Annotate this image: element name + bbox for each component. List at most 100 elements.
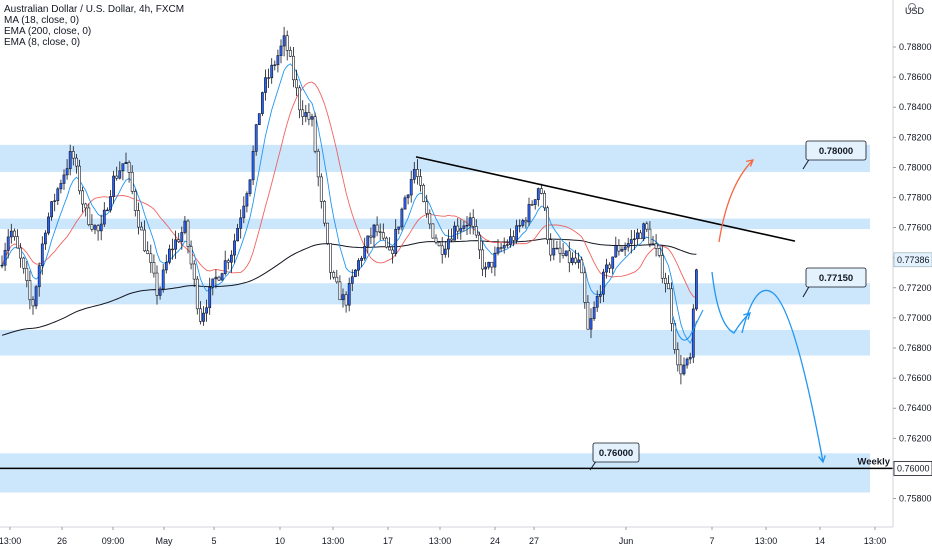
candle-9[interactable]: [25, 267, 29, 281]
candle-106[interactable]: [326, 222, 329, 244]
candle-190[interactable]: [586, 302, 590, 330]
candle-43[interactable]: [130, 172, 134, 192]
candle-154[interactable]: [474, 226, 478, 236]
candle-57[interactable]: [174, 239, 178, 250]
candle-80[interactable]: [245, 193, 249, 207]
candle-117[interactable]: [360, 257, 364, 261]
candle-147[interactable]: [453, 225, 457, 241]
candle-127[interactable]: [391, 249, 395, 254]
candle-100[interactable]: [307, 112, 311, 120]
candle-28[interactable]: [84, 203, 88, 209]
candle-107[interactable]: [329, 243, 333, 273]
candle-159[interactable]: [490, 261, 494, 268]
candle-134[interactable]: [412, 169, 416, 180]
candle-174[interactable]: [536, 188, 540, 200]
candle-161[interactable]: [496, 247, 500, 254]
sr-zone-5[interactable]: [0, 453, 870, 493]
candle-187[interactable]: [577, 259, 581, 263]
candle-111[interactable]: [341, 294, 345, 301]
candle-90[interactable]: [276, 55, 280, 66]
projection-up-arrow[interactable]: [718, 159, 754, 243]
price-axis-area[interactable]: [893, 0, 932, 550]
candle-5[interactable]: [13, 230, 16, 237]
candle-37[interactable]: [112, 175, 116, 197]
candle-30[interactable]: [90, 224, 94, 230]
candle-1[interactable]: [0, 264, 4, 267]
price-label-mid-box[interactable]: [805, 267, 867, 288]
candle-200[interactable]: [617, 245, 621, 252]
candle-152[interactable]: [468, 217, 472, 226]
candle-201[interactable]: [620, 249, 624, 252]
sr-zone-4[interactable]: [0, 329, 870, 356]
candle-18[interactable]: [53, 200, 57, 202]
candle-209[interactable]: [645, 223, 649, 230]
candle-91[interactable]: [279, 45, 283, 56]
candle-212[interactable]: [654, 243, 658, 249]
candle-132[interactable]: [406, 194, 410, 199]
candle-62[interactable]: [189, 246, 193, 265]
candle-22[interactable]: [65, 168, 69, 176]
candle-183[interactable]: [564, 250, 568, 256]
candle-55[interactable]: [168, 248, 171, 263]
candle-33[interactable]: [99, 223, 103, 232]
indicator-ma18[interactable]: MA (18, close, 0): [4, 15, 80, 26]
candle-146[interactable]: [450, 238, 453, 241]
candle-49[interactable]: [149, 253, 153, 263]
candle-3[interactable]: [6, 236, 10, 251]
candle-126[interactable]: [388, 246, 391, 251]
candle-78[interactable]: [239, 217, 243, 229]
candle-123[interactable]: [378, 231, 382, 233]
candle-173[interactable]: [533, 199, 537, 205]
candle-199[interactable]: [614, 245, 618, 258]
candle-186[interactable]: [574, 257, 577, 263]
candle-184[interactable]: [567, 250, 571, 264]
candle-222[interactable]: [685, 358, 689, 366]
candle-195[interactable]: [601, 271, 605, 295]
candle-145[interactable]: [446, 238, 450, 250]
candle-135[interactable]: [415, 169, 419, 177]
candle-216[interactable]: [667, 283, 670, 290]
candle-98[interactable]: [301, 109, 305, 117]
candle-8[interactable]: [22, 257, 26, 269]
candle-45[interactable]: [137, 210, 140, 228]
sr-zone-2[interactable]: [0, 218, 870, 230]
candle-21[interactable]: [62, 174, 66, 184]
candle-93[interactable]: [285, 35, 289, 51]
candle-54[interactable]: [164, 261, 168, 271]
candle-225[interactable]: [694, 269, 698, 310]
candle-179[interactable]: [552, 247, 556, 256]
candle-19[interactable]: [56, 188, 60, 202]
candle-79[interactable]: [242, 205, 246, 219]
candle-139[interactable]: [428, 213, 432, 225]
candle-92[interactable]: [282, 35, 286, 47]
candle-158[interactable]: [487, 261, 491, 268]
candle-224[interactable]: [691, 308, 695, 358]
candle-20[interactable]: [59, 183, 63, 190]
candle-167[interactable]: [515, 225, 519, 241]
candle-118[interactable]: [363, 246, 367, 259]
candle-120[interactable]: [369, 235, 373, 238]
candle-109[interactable]: [335, 276, 339, 283]
candle-76[interactable]: [233, 240, 236, 256]
candle-102[interactable]: [313, 116, 317, 152]
candle-206[interactable]: [636, 232, 639, 240]
weekly-price-marker[interactable]: [893, 460, 932, 476]
candle-73[interactable]: [223, 260, 227, 274]
candle-137[interactable]: [422, 184, 426, 202]
candle-86[interactable]: [264, 77, 267, 93]
candle-165[interactable]: [508, 236, 512, 245]
candle-52[interactable]: [158, 288, 162, 296]
candle-23[interactable]: [68, 151, 72, 169]
candle-63[interactable]: [192, 263, 196, 280]
candle-172[interactable]: [530, 204, 534, 206]
candle-194[interactable]: [598, 293, 602, 297]
candle-101[interactable]: [310, 116, 314, 120]
candle-36[interactable]: [109, 196, 112, 211]
candle-128[interactable]: [394, 228, 398, 254]
candle-162[interactable]: [499, 247, 503, 249]
candle-44[interactable]: [133, 191, 137, 211]
projection-small-arrow[interactable]: [672, 309, 704, 341]
candle-124[interactable]: [381, 232, 385, 239]
